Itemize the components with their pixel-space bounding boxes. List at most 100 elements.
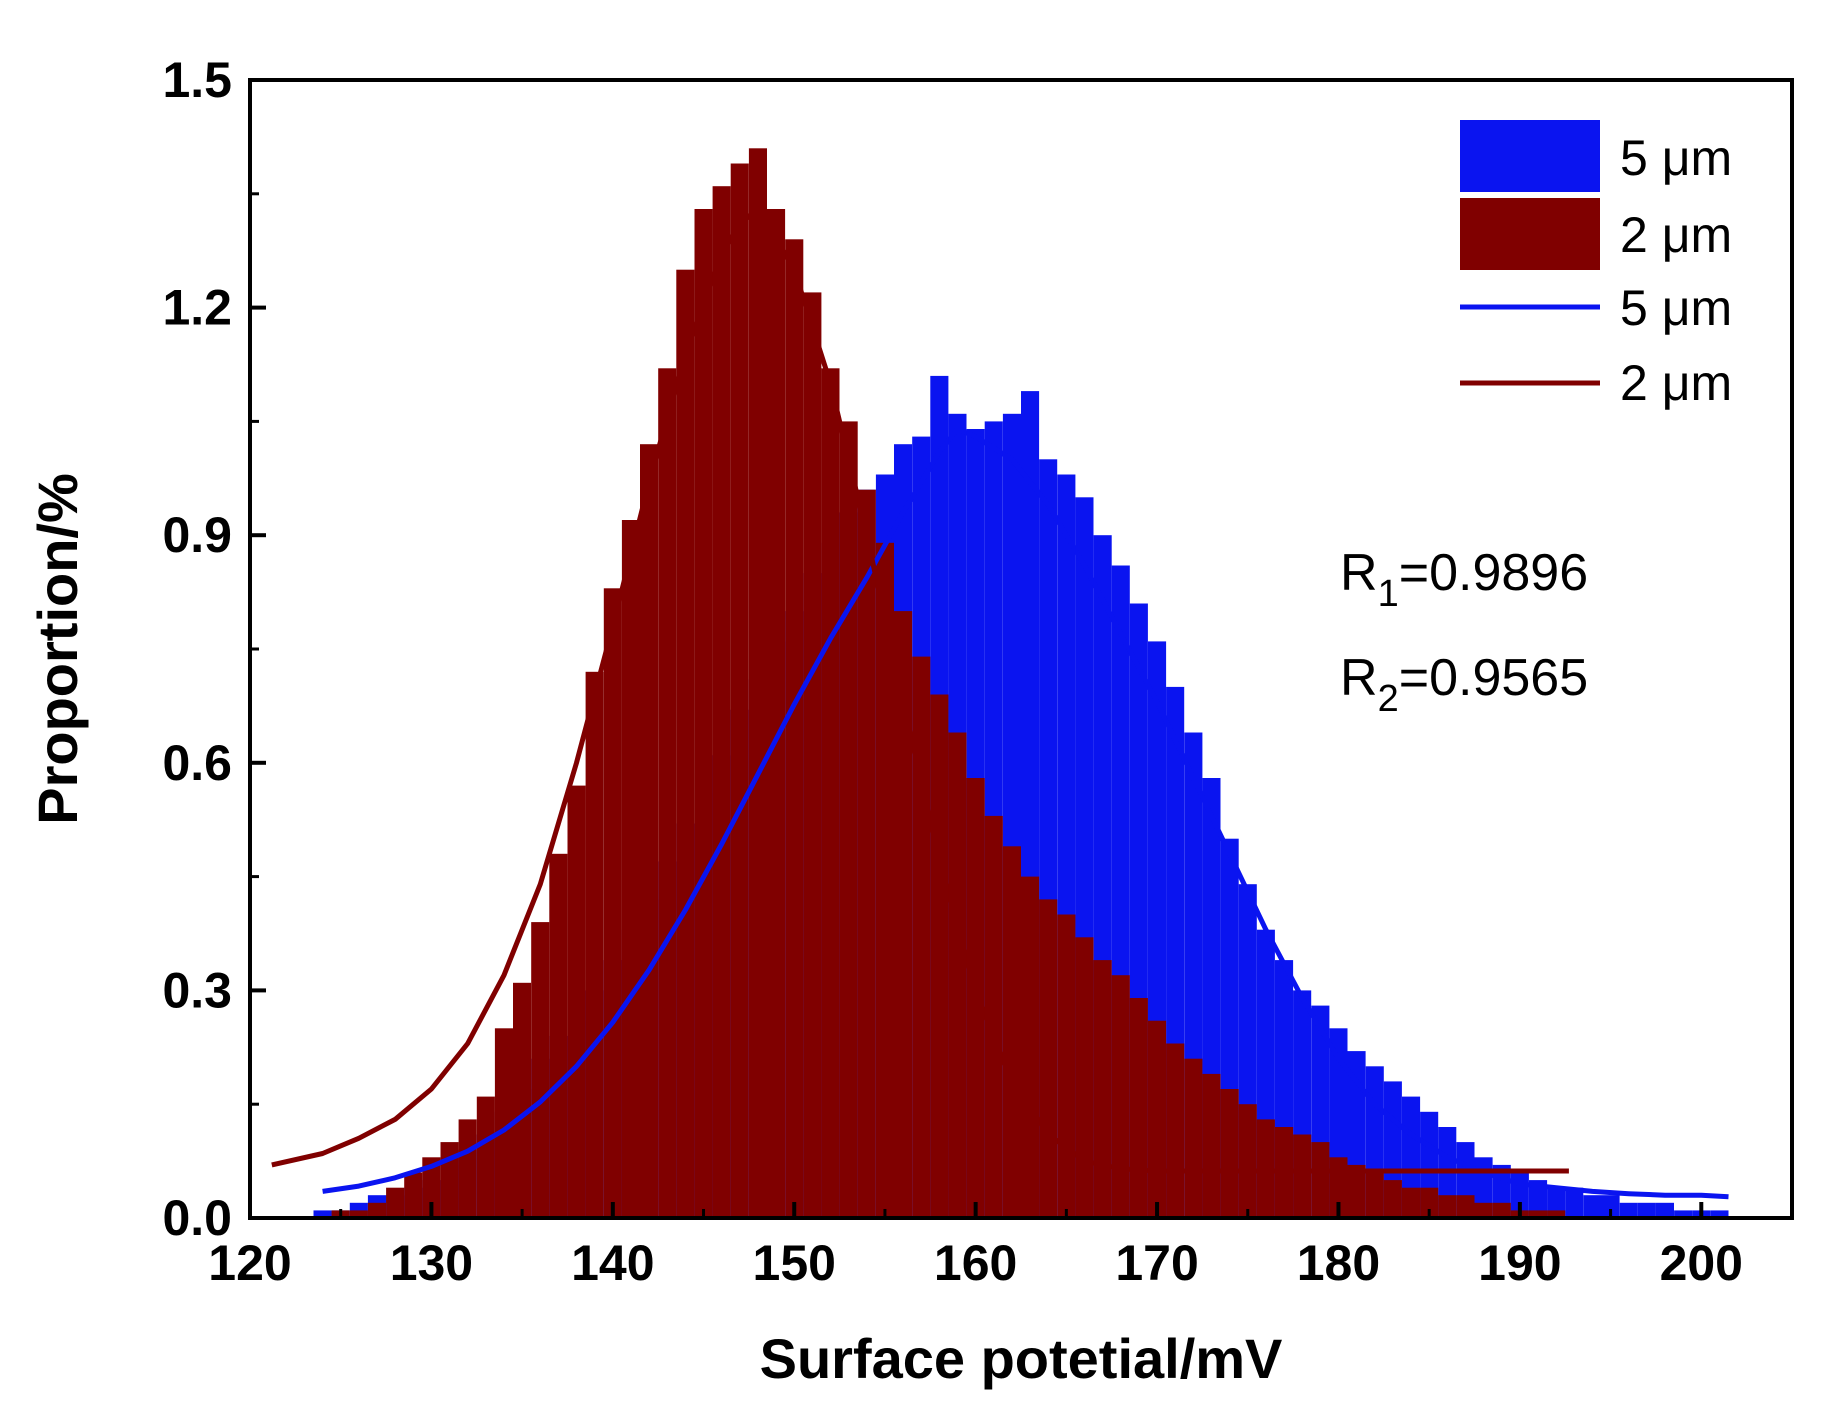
legend-swatch-hist-5um bbox=[1460, 120, 1600, 192]
hist-bar-2um bbox=[712, 186, 731, 1219]
hist-bar-2um bbox=[1148, 1020, 1167, 1218]
annotation-r1: R1=0.9896 bbox=[1340, 544, 1588, 615]
hist-bar-2um bbox=[1529, 1210, 1548, 1218]
hist-bar-2um bbox=[658, 368, 677, 1218]
hist-bar-2um bbox=[1347, 1164, 1366, 1218]
hist-bar-2um bbox=[404, 1172, 423, 1218]
hist-bar-2um bbox=[494, 1028, 513, 1218]
hist-bar-5um bbox=[1529, 1180, 1548, 1218]
hist-bar-2um bbox=[1311, 1142, 1330, 1218]
hist-bar-5um bbox=[1619, 1202, 1638, 1218]
legend-label-hist-5um: 5 μm bbox=[1620, 130, 1732, 186]
hist-bar-2um bbox=[730, 163, 749, 1218]
hist-bar-2um bbox=[1238, 1104, 1257, 1218]
hist-bar-2um bbox=[367, 1202, 386, 1218]
fit-line-5um bbox=[322, 426, 1729, 1200]
hist-bar-2um bbox=[349, 1210, 368, 1218]
hist-bar-5um bbox=[1674, 1210, 1693, 1218]
hist-bar-5um bbox=[1655, 1202, 1674, 1218]
hist-bar-2um bbox=[1129, 998, 1148, 1218]
hist-bar-2um bbox=[1492, 1202, 1511, 1218]
hist-bar-2um bbox=[930, 694, 949, 1218]
hist-bar-2um bbox=[1075, 937, 1094, 1218]
y-tick-label: 0.3 bbox=[162, 962, 232, 1018]
hist-bar-2um bbox=[1220, 1089, 1239, 1218]
hist-bar-2um bbox=[948, 732, 967, 1218]
hist-bar-2um bbox=[1402, 1187, 1421, 1218]
hist-bar-5um bbox=[1637, 1202, 1656, 1218]
hist-bar-2um bbox=[1002, 846, 1021, 1218]
hist-bar-2um bbox=[603, 588, 622, 1218]
y-axis-title: Proportion/% bbox=[26, 473, 89, 825]
hist-bar-2um bbox=[1456, 1195, 1475, 1218]
hist-bar-2um bbox=[1202, 1073, 1221, 1218]
hist-bar-5um bbox=[1583, 1195, 1602, 1218]
hist-bar-5um bbox=[1565, 1187, 1584, 1218]
hist-bar-2um bbox=[1184, 1058, 1203, 1218]
hist-bar-2um bbox=[857, 489, 876, 1218]
hist-bar-5um bbox=[313, 1210, 332, 1218]
x-axis-title: Surface potetial/mV bbox=[760, 1327, 1283, 1390]
legend: 5 μm 2 μm 5 μm 2 μm bbox=[1460, 120, 1732, 411]
hist-bar-2um bbox=[748, 148, 767, 1218]
legend-label-hist-2um: 2 μm bbox=[1620, 207, 1732, 263]
x-tick-label: 150 bbox=[753, 1235, 836, 1291]
hist-bar-2um bbox=[422, 1157, 441, 1218]
hist-bar-2um bbox=[803, 292, 822, 1218]
hist-bar-2um bbox=[676, 269, 695, 1218]
annotation-r2: R2=0.9565 bbox=[1340, 649, 1588, 720]
hist-bar-2um bbox=[912, 656, 931, 1218]
x-tick-label: 120 bbox=[208, 1235, 291, 1291]
x-tick-label: 180 bbox=[1297, 1235, 1380, 1291]
hist-bar-2um bbox=[1547, 1210, 1566, 1218]
legend-label-line-5um: 5 μm bbox=[1620, 280, 1732, 336]
hist-bar-2um bbox=[1474, 1202, 1493, 1218]
legend-swatch-hist-2um bbox=[1460, 198, 1600, 270]
hist-bar-2um bbox=[839, 421, 858, 1218]
hist-bar-2um bbox=[1383, 1180, 1402, 1218]
hist-bar-2um bbox=[1057, 914, 1076, 1218]
y-axis-ticks: 0.0 0.3 0.6 0.9 1.2 1.5 bbox=[162, 52, 266, 1246]
fit-line-2um bbox=[271, 206, 1569, 1174]
hist-bar-2um bbox=[476, 1096, 495, 1218]
hist-bar-5um bbox=[1402, 1096, 1421, 1218]
hist-bar-5um bbox=[1601, 1195, 1620, 1218]
hist-bar-2um bbox=[386, 1187, 405, 1218]
x-tick-label: 170 bbox=[1115, 1235, 1198, 1291]
y-tick-label: 1.2 bbox=[162, 280, 232, 336]
hist-bar-2um bbox=[1039, 899, 1058, 1218]
hist-bar-2um bbox=[894, 611, 913, 1218]
hist-bar-2um bbox=[458, 1119, 477, 1218]
x-tick-label: 160 bbox=[934, 1235, 1017, 1291]
y-tick-label: 0.9 bbox=[162, 507, 232, 563]
hist-bar-2um bbox=[513, 982, 532, 1218]
x-tick-label: 140 bbox=[571, 1235, 654, 1291]
hist-bar-2um bbox=[1438, 1195, 1457, 1218]
hist-bar-2um bbox=[1365, 1172, 1384, 1218]
y-tick-label: 0.0 bbox=[162, 1190, 232, 1246]
hist-bar-2um bbox=[1093, 960, 1112, 1218]
hist-bar-2um bbox=[875, 542, 894, 1218]
hist-bar-2um bbox=[585, 671, 604, 1218]
hist-bar-2um bbox=[1293, 1134, 1312, 1218]
hist-bar-2um bbox=[984, 815, 1003, 1218]
hist-bar-5um bbox=[1710, 1210, 1729, 1218]
hist-bar-2um bbox=[549, 853, 568, 1218]
hist-bar-2um bbox=[767, 209, 786, 1218]
hist-bar-2um bbox=[1021, 876, 1040, 1218]
x-tick-label: 130 bbox=[390, 1235, 473, 1291]
hist-bar-2um bbox=[821, 368, 840, 1218]
y-tick-label: 1.5 bbox=[162, 52, 232, 108]
x-tick-label: 190 bbox=[1478, 1235, 1561, 1291]
hist-bar-2um bbox=[567, 785, 586, 1218]
hist-bar-2um bbox=[531, 922, 550, 1218]
fit-curves bbox=[271, 206, 1729, 1200]
hist-bar-2um bbox=[640, 444, 659, 1218]
x-tick-label: 200 bbox=[1660, 1235, 1743, 1291]
fit-annotations: R1=0.9896 R2=0.9565 bbox=[1340, 544, 1588, 720]
hist-bar-2um bbox=[785, 239, 804, 1219]
hist-bar-2um bbox=[694, 209, 713, 1218]
hist-bar-2um bbox=[1166, 1043, 1185, 1218]
hist-bar-2um bbox=[1420, 1187, 1439, 1218]
